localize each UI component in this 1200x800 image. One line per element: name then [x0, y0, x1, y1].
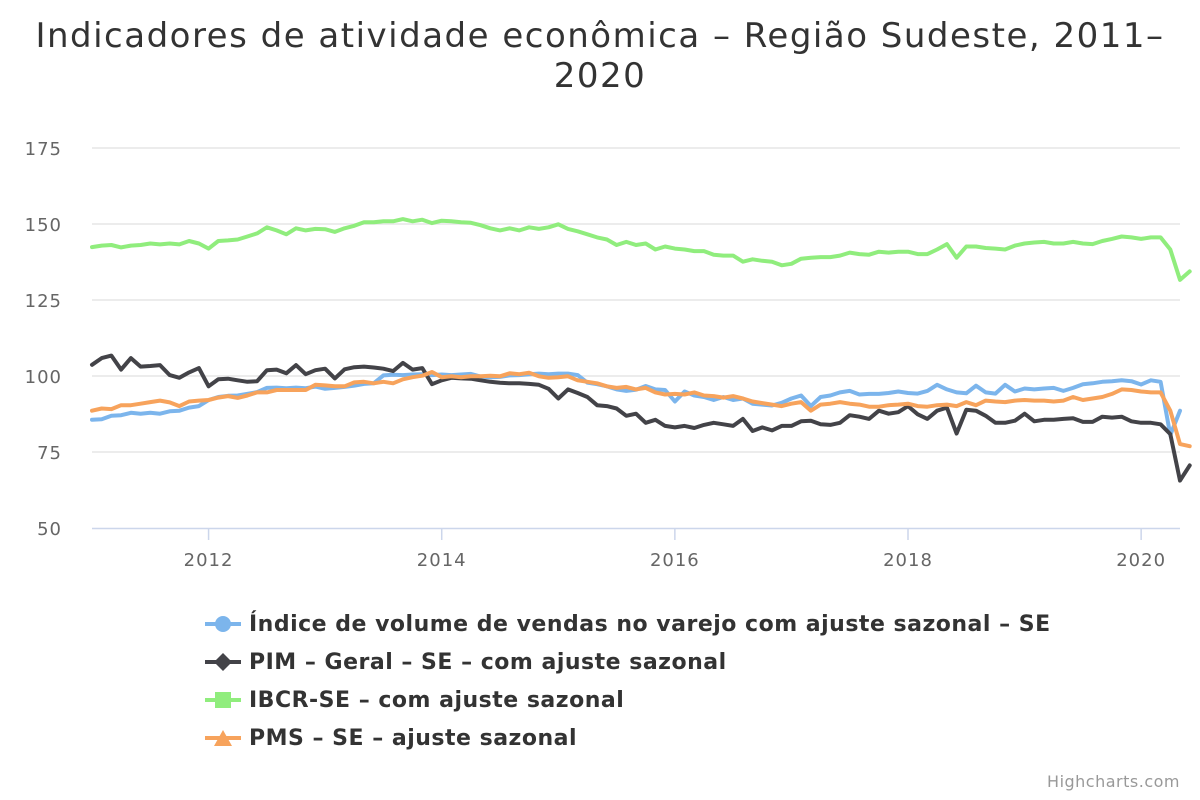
- series-lines[interactable]: [90, 217, 1192, 483]
- x-tick-label: 2016: [650, 550, 700, 571]
- legend-item-4[interactable]: PMS – SE – ajuste sazonal: [205, 719, 1051, 757]
- y-tick-label: 150: [25, 215, 62, 236]
- y-tick-label: 125: [25, 291, 62, 312]
- y-tick-label: 175: [25, 139, 62, 160]
- y-tick-label: 50: [37, 519, 62, 540]
- legend-item-3[interactable]: IBCR-SE – com ajuste sazonal: [205, 681, 1051, 719]
- y-tick-label: 100: [25, 367, 62, 388]
- legend-item-2[interactable]: PIM – Geral – SE – com ajuste sazonal: [205, 643, 1051, 681]
- x-tick-label: 2018: [883, 550, 933, 571]
- x-tick-label: 2012: [184, 550, 234, 571]
- legend-diamond-icon: [205, 653, 241, 671]
- credits-link[interactable]: Highcharts.com: [1047, 772, 1180, 791]
- x-tick-label: 2014: [417, 550, 467, 571]
- chart-title: Indicadores de atividade econômica – Reg…: [0, 16, 1200, 96]
- y-tick-label: 75: [37, 443, 62, 464]
- y-axis-labels: 50 75 100 125 150 175: [25, 139, 62, 540]
- legend-label: PIM – Geral – SE – com ajuste sazonal: [249, 649, 727, 675]
- legend: Índice de volume de vendas no varejo com…: [205, 605, 1051, 757]
- x-tick-label: 2020: [1116, 550, 1166, 571]
- chart-title-line-1: Indicadores de atividade econômica – Reg…: [35, 16, 1165, 56]
- legend-label: PMS – SE – ajuste sazonal: [249, 725, 578, 751]
- legend-square-icon: [205, 692, 241, 708]
- legend-label: Índice de volume de vendas no varejo com…: [249, 611, 1051, 637]
- series-line-3[interactable]: [90, 217, 1192, 282]
- chart-title-line-2: 2020: [553, 56, 647, 96]
- legend-label: IBCR-SE – com ajuste sazonal: [249, 687, 625, 713]
- series-line-2[interactable]: [90, 353, 1192, 483]
- series-line-4[interactable]: [90, 370, 1192, 449]
- x-axis: 2012 2014 2016 2018 2020: [92, 527, 1180, 571]
- legend-triangle-icon: [205, 730, 241, 746]
- legend-item-1[interactable]: Índice de volume de vendas no varejo com…: [205, 605, 1051, 643]
- grid-lines: [92, 147, 1180, 453]
- legend-circle-icon: [205, 616, 241, 632]
